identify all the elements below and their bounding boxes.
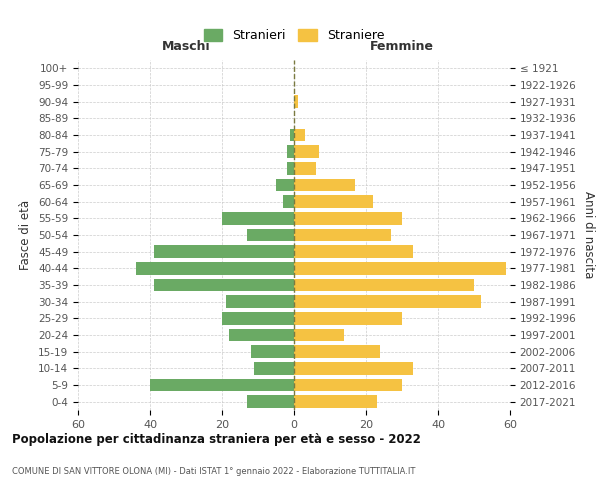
Bar <box>294 329 344 341</box>
Bar <box>136 262 294 274</box>
Bar <box>294 346 380 358</box>
Bar <box>222 312 294 324</box>
Bar <box>294 229 391 241</box>
Bar <box>294 196 373 208</box>
Bar <box>294 96 298 108</box>
Bar <box>294 379 402 391</box>
Text: Maschi: Maschi <box>161 40 211 54</box>
Bar <box>247 396 294 408</box>
Bar <box>294 162 316 174</box>
Bar <box>294 146 319 158</box>
Text: COMUNE DI SAN VITTORE OLONA (MI) - Dati ISTAT 1° gennaio 2022 - Elaborazione TUT: COMUNE DI SAN VITTORE OLONA (MI) - Dati … <box>12 468 415 476</box>
Bar <box>290 128 294 141</box>
Bar <box>294 296 481 308</box>
Bar <box>294 362 413 374</box>
Bar <box>294 128 305 141</box>
Bar <box>294 279 474 291</box>
Bar <box>247 229 294 241</box>
Bar <box>294 179 355 191</box>
Bar <box>229 329 294 341</box>
Bar <box>276 179 294 191</box>
Bar <box>154 246 294 258</box>
Y-axis label: Anni di nascita: Anni di nascita <box>582 192 595 278</box>
Bar <box>154 279 294 291</box>
Bar <box>251 346 294 358</box>
Bar <box>222 212 294 224</box>
Bar <box>226 296 294 308</box>
Bar <box>294 212 402 224</box>
Bar <box>287 146 294 158</box>
Bar <box>294 262 506 274</box>
Text: Popolazione per cittadinanza straniera per età e sesso - 2022: Popolazione per cittadinanza straniera p… <box>12 432 421 446</box>
Bar <box>294 246 413 258</box>
Bar <box>287 162 294 174</box>
Y-axis label: Fasce di età: Fasce di età <box>19 200 32 270</box>
Legend: Stranieri, Straniere: Stranieri, Straniere <box>199 24 389 48</box>
Text: Femmine: Femmine <box>370 40 434 54</box>
Bar <box>283 196 294 208</box>
Bar <box>150 379 294 391</box>
Bar <box>294 312 402 324</box>
Bar <box>254 362 294 374</box>
Bar <box>294 396 377 408</box>
